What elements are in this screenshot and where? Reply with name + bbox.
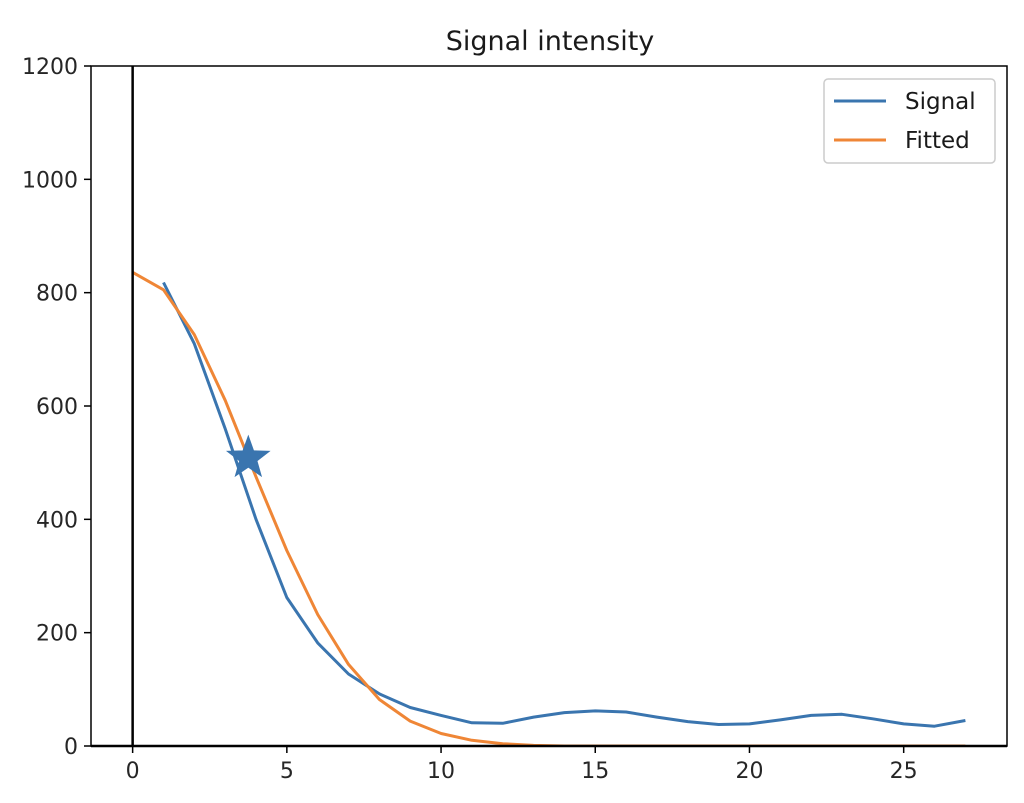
legend-label-fitted: Fitted <box>905 128 970 154</box>
y-tick-label: 200 <box>36 622 78 647</box>
star-marker <box>225 434 271 478</box>
y-tick-label: 600 <box>36 395 78 420</box>
y-tick-label: 800 <box>36 282 78 307</box>
series-line-signal <box>162 281 966 728</box>
x-tick-label: 0 <box>126 759 140 784</box>
x-tick-label: 10 <box>427 759 455 784</box>
y-tick-label: 1200 <box>22 55 78 80</box>
legend: Signal Fitted <box>823 78 996 164</box>
x-tick-label: 5 <box>280 759 294 784</box>
x-tick-label: 15 <box>581 759 609 784</box>
y-tick-label: 400 <box>36 508 78 533</box>
plot-area: 0 5 10 15 20 25 0 200 400 600 800 1000 1200 <box>22 55 1008 784</box>
x-tick-label: 25 <box>890 759 918 784</box>
chart-title: Signal intensity <box>446 26 655 57</box>
x-tick-label: 20 <box>735 759 763 784</box>
y-tick-label: 1000 <box>22 168 78 193</box>
y-tick-label: 0 <box>64 735 78 760</box>
legend-label-signal: Signal <box>905 89 976 115</box>
